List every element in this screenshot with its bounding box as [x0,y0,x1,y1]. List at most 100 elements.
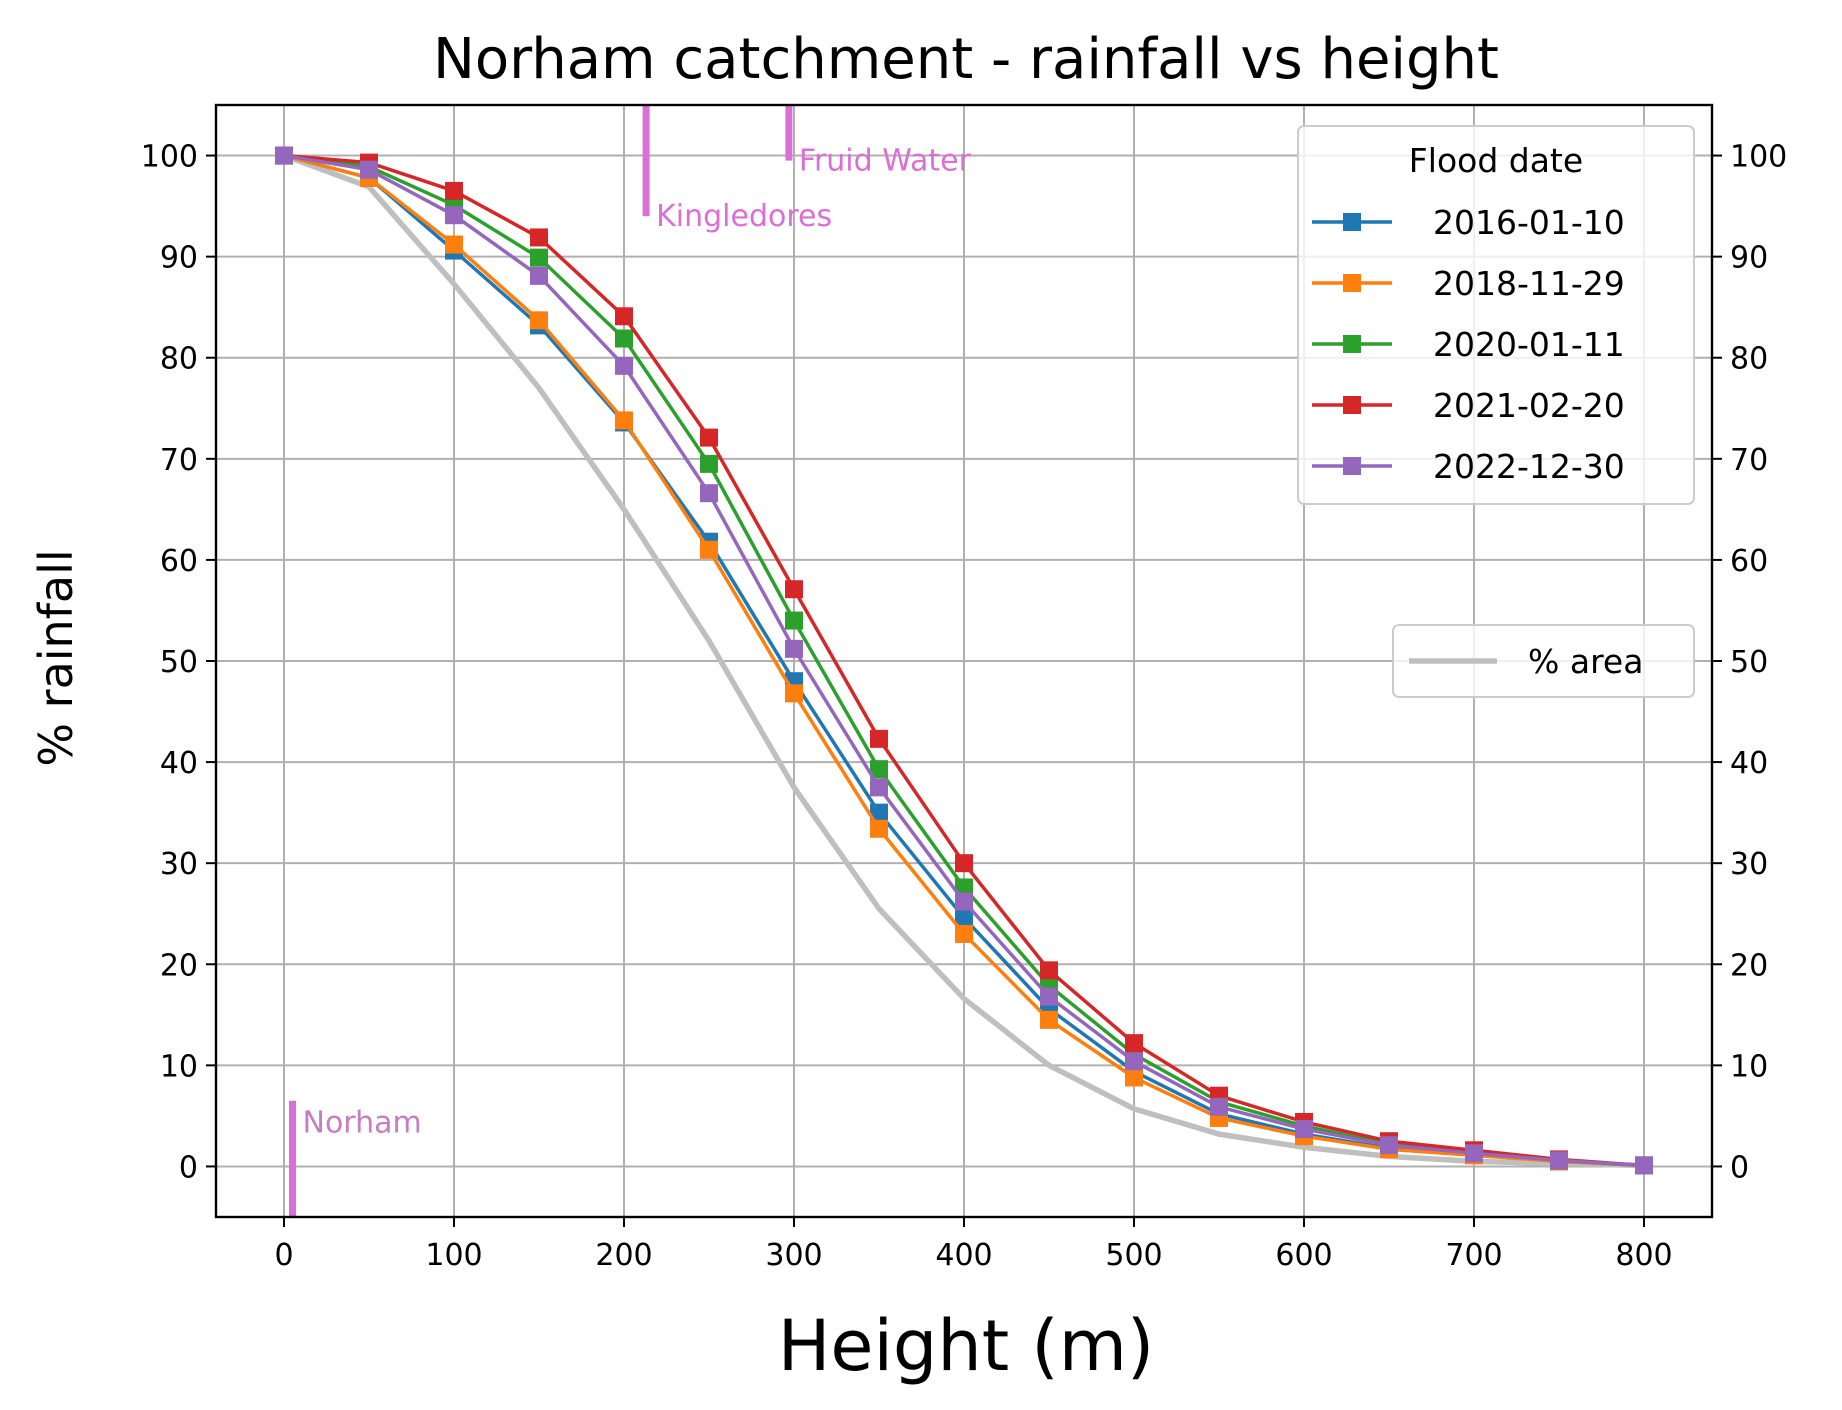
area-series-layer [283,152,1645,1169]
series-marker [870,778,888,797]
y-tick-label-left: 70 [160,443,198,478]
legend-entry: 2018-11-29 [1433,264,1625,303]
y-tick-label-left: 30 [160,847,198,882]
series-marker [1635,1156,1653,1175]
annotation-label: Kingledores [656,199,832,234]
x-tick-label: 200 [595,1238,652,1273]
x-axis-label: Height (m) [778,1305,1154,1387]
y-tick-label-left: 100 [141,140,198,175]
series-marker [955,908,973,927]
chart-title: Norham catchment - rainfall vs height [433,27,1499,92]
y-tick-label-right: 20 [1730,948,1768,983]
series-marker [1465,1144,1483,1163]
series-marker [1210,1097,1228,1116]
legend-entry: 2020-01-11 [1433,325,1625,364]
series-marker [1040,987,1058,1006]
y-tick-label-left: 80 [160,342,198,377]
y-tick-label-left: 60 [160,544,198,579]
legend-box [1297,125,1695,505]
series-marker [530,228,548,247]
y-tick-label-right: 70 [1730,443,1768,478]
tick-layer: 0 100 200 300 400 500 600 700 800 0 0 10 10 20 20 30 30 4… [141,140,1788,1273]
annotation-label: Norham [303,1106,422,1141]
x-tick-label: 700 [1445,1238,1502,1273]
series-marker [445,181,463,200]
series-marker [1295,1120,1313,1139]
x-tick-label: 100 [425,1238,482,1273]
y-tick-label-left: 90 [160,241,198,276]
series-marker [530,248,548,267]
legend-title: Flood date [1409,141,1583,180]
series-marker [785,611,803,630]
x-tick-label: 300 [765,1238,822,1273]
series-marker [955,924,973,943]
series-marker [955,892,973,911]
series-marker [445,235,463,254]
area-series-line [283,152,1645,1169]
series-marker [700,454,718,473]
series-marker [615,329,633,348]
y-axis-label: % rainfall [29,549,83,766]
legend-entry: 2021-02-20 [1433,386,1625,425]
y-tick-label-right: 90 [1730,241,1768,276]
series-marker [530,311,548,330]
x-tick-label: 400 [935,1238,992,1273]
legend-entry: 2022-12-30 [1433,447,1625,486]
legend-swatch-marker [1343,213,1361,231]
y-tick-label-left: 20 [160,948,198,983]
series-marker [1125,1034,1143,1053]
series-marker [700,540,718,559]
series-marker [870,760,888,779]
y-tick-label-left: 0 [179,1150,198,1185]
x-tick-label: 600 [1275,1238,1332,1273]
y-tick-label-left: 10 [160,1049,198,1084]
series-marker [870,803,888,822]
annotations-layer: Norham Kingledores Fruid Water [289,105,972,1217]
y-tick-label-right: 80 [1730,342,1768,377]
series-marker [700,428,718,447]
series-marker [870,729,888,748]
legend-entry: 2016-01-10 [1433,203,1625,242]
area-legend-entry: % area [1528,642,1643,681]
legend-swatch-marker [1343,396,1361,414]
series-marker [870,819,888,838]
x-tick-label: 0 [274,1238,293,1273]
y-tick-label-right: 50 [1730,645,1768,680]
series-marker [615,356,633,375]
annotation-label: Fruid Water [799,144,972,179]
y-tick-label-right: 10 [1730,1049,1768,1084]
y-tick-label-right: 40 [1730,746,1768,781]
series-marker [1125,1068,1143,1087]
legend: Flood date 2016-01-10 2018-11-29 2020-01-11… [1297,125,1695,505]
y-tick-label-right: 60 [1730,544,1768,579]
series-marker [1380,1136,1398,1155]
x-tick-label: 500 [1105,1238,1162,1273]
series-marker [1040,1010,1058,1029]
y-tick-label-left: 50 [160,645,198,680]
series-marker [955,878,973,897]
legend-swatch-marker [1343,335,1361,353]
series-marker [360,160,378,179]
y-tick-label-right: 0 [1730,1150,1749,1185]
y-tick-label-right: 100 [1730,140,1787,175]
y-tick-label-left: 40 [160,746,198,781]
series-marker [445,206,463,225]
series-marker [700,484,718,503]
series-marker [785,684,803,703]
legend-swatch-marker [1343,274,1361,292]
y-tick-label-right: 30 [1730,847,1768,882]
series-marker [530,266,548,285]
legend-swatch-marker [1343,457,1361,475]
series-marker [1040,961,1058,980]
area-legend: % area [1392,624,1695,698]
x-tick-label: 800 [1615,1238,1672,1273]
series-marker [955,854,973,873]
series-marker [785,580,803,599]
series-layer [275,146,1653,1175]
series-2022-12-30 [275,146,1653,1175]
series-marker [1125,1052,1143,1071]
area-legend-box [1392,624,1695,698]
series-marker [1550,1151,1568,1170]
series-marker [615,307,633,326]
